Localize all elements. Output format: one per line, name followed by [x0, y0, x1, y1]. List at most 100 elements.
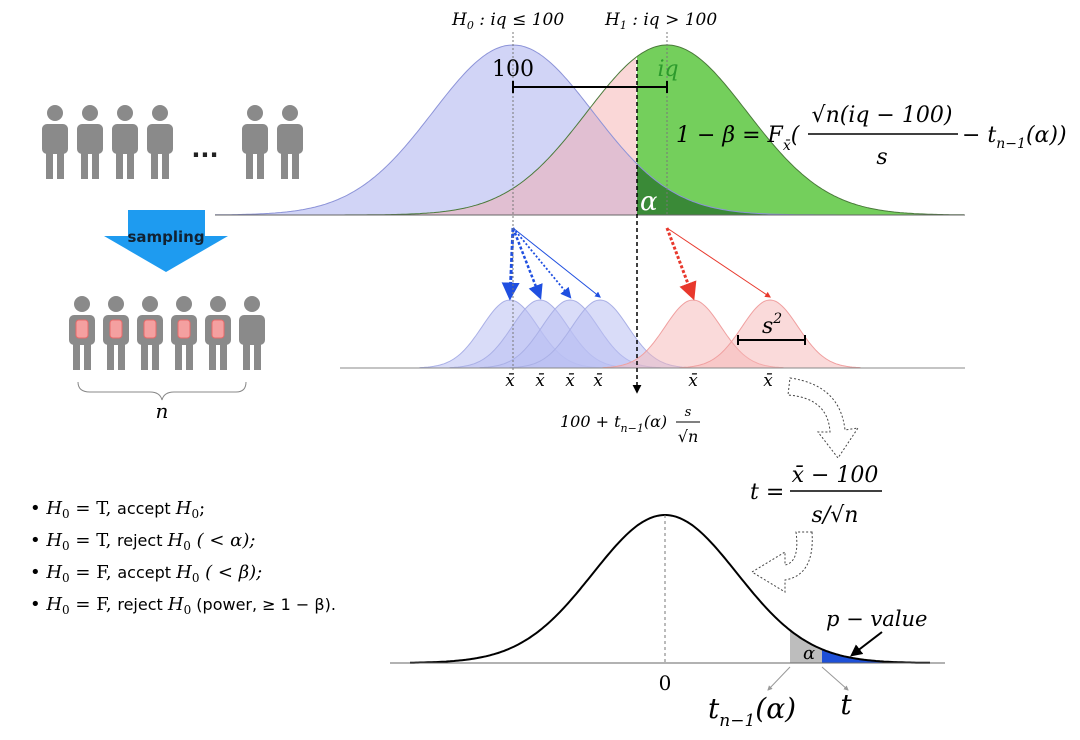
- ellipsis: ...: [191, 135, 218, 163]
- person: [69, 296, 95, 370]
- svg-text:s: s: [685, 405, 692, 420]
- power-formula: 1 − β = Fx̄( √n(iq − 100) s − tn−1(α)): [676, 103, 1067, 170]
- zero-label: 0: [659, 671, 672, 695]
- svg-text:• H0 = T, reject H0 ( < α);: • H0 = T, reject H0 ( < α);: [30, 530, 255, 553]
- t-label: t: [840, 688, 852, 721]
- person: [277, 105, 303, 179]
- body: [277, 124, 303, 154]
- head: [117, 105, 133, 121]
- alt-curve: [330, 44, 964, 216]
- critical-value: 100 + tn−1(α) s √n: [560, 405, 700, 446]
- head: [210, 296, 226, 312]
- leg: [254, 342, 261, 370]
- alt-area-left: [330, 57, 637, 215]
- leg: [116, 151, 123, 179]
- leg: [81, 151, 88, 179]
- mean-label: 100: [492, 57, 534, 82]
- head: [152, 105, 168, 121]
- head: [244, 296, 260, 312]
- alpha-top: α: [640, 187, 658, 217]
- alt-sample-dist: [679, 299, 861, 369]
- sample-mean-label: x̄: [763, 371, 773, 391]
- population: [42, 105, 303, 370]
- sample-mean-label: x̄: [593, 371, 603, 391]
- outcomes: • H0 = T, accept H0; • H0 = T, reject H0…: [30, 498, 336, 617]
- person: [239, 296, 265, 370]
- leg: [118, 342, 125, 370]
- sampling-arrow: [104, 210, 228, 272]
- body: [77, 124, 103, 154]
- head: [82, 105, 98, 121]
- leg: [92, 151, 99, 179]
- leg: [175, 342, 182, 370]
- person: [147, 105, 173, 179]
- effect-bar: [512, 81, 668, 93]
- marker: [75, 319, 89, 339]
- svg-text:• H0 = T, accept H0;: • H0 = T, accept H0;: [30, 498, 205, 521]
- person: [103, 296, 129, 370]
- alt-area-right: [637, 45, 965, 215]
- head: [282, 105, 298, 121]
- curves: [215, 44, 965, 664]
- leg: [220, 342, 227, 370]
- head: [74, 296, 90, 312]
- svg-text:s/√n: s/√n: [812, 503, 859, 528]
- sample-arrow: [512, 227, 572, 299]
- sample-arrow: [512, 227, 601, 298]
- leg: [141, 342, 148, 370]
- leg: [209, 342, 216, 370]
- sample-mean-label: x̄: [565, 371, 575, 391]
- marker: [177, 319, 191, 339]
- head: [176, 296, 192, 312]
- flow-arrow-2: [751, 531, 813, 593]
- leg: [257, 151, 264, 179]
- person: [42, 105, 68, 179]
- leg: [292, 151, 299, 179]
- alpha-region: [790, 630, 822, 663]
- leg: [57, 151, 64, 179]
- marker: [143, 319, 157, 339]
- head: [47, 105, 63, 121]
- leg: [127, 151, 134, 179]
- svg-text:s: s: [876, 145, 887, 170]
- variance-label: s2: [737, 311, 806, 345]
- p-value-label: p − value: [826, 607, 927, 631]
- person: [242, 105, 268, 179]
- leg: [186, 342, 193, 370]
- p-value-region: [822, 649, 930, 663]
- body: [42, 124, 68, 154]
- person: [137, 296, 163, 370]
- head: [142, 296, 158, 312]
- sampling-label: sampling: [127, 228, 204, 246]
- sample-arrow: [665, 227, 697, 301]
- leg: [281, 151, 288, 179]
- h0-label: H0 : iq ≤ 100: [451, 10, 564, 32]
- body: [112, 124, 138, 154]
- sample-size-label: n: [156, 399, 169, 423]
- leg: [246, 151, 253, 179]
- person: [77, 105, 103, 179]
- leg: [46, 151, 53, 179]
- svg-text:x̄ − 100: x̄ − 100: [792, 463, 879, 488]
- marker: [109, 319, 123, 339]
- p-value-arrow: [850, 631, 883, 657]
- sample-mean-label: x̄: [505, 371, 515, 391]
- leg: [162, 151, 169, 179]
- body: [147, 124, 173, 154]
- body: [239, 315, 265, 345]
- marker: [211, 319, 225, 339]
- svg-text:100 + tn−1(α): 100 + tn−1(α): [560, 412, 667, 435]
- sample-mean-label: x̄: [535, 371, 545, 391]
- leg: [151, 151, 158, 179]
- t-statistic: t = x̄ − 100 s/√n: [750, 463, 882, 528]
- leg: [243, 342, 250, 370]
- svg-text:− tn−1(α)): − tn−1(α)): [962, 123, 1067, 152]
- sample-brace: [77, 381, 247, 401]
- leg: [152, 342, 159, 370]
- sample-means: x̄ x̄ x̄ x̄ x̄ x̄: [505, 371, 773, 391]
- leg: [73, 342, 80, 370]
- person: [171, 296, 197, 370]
- svg-text:• H0 = F, accept H0 ( < β);: • H0 = F, accept H0 ( < β);: [30, 562, 262, 585]
- leg: [107, 342, 114, 370]
